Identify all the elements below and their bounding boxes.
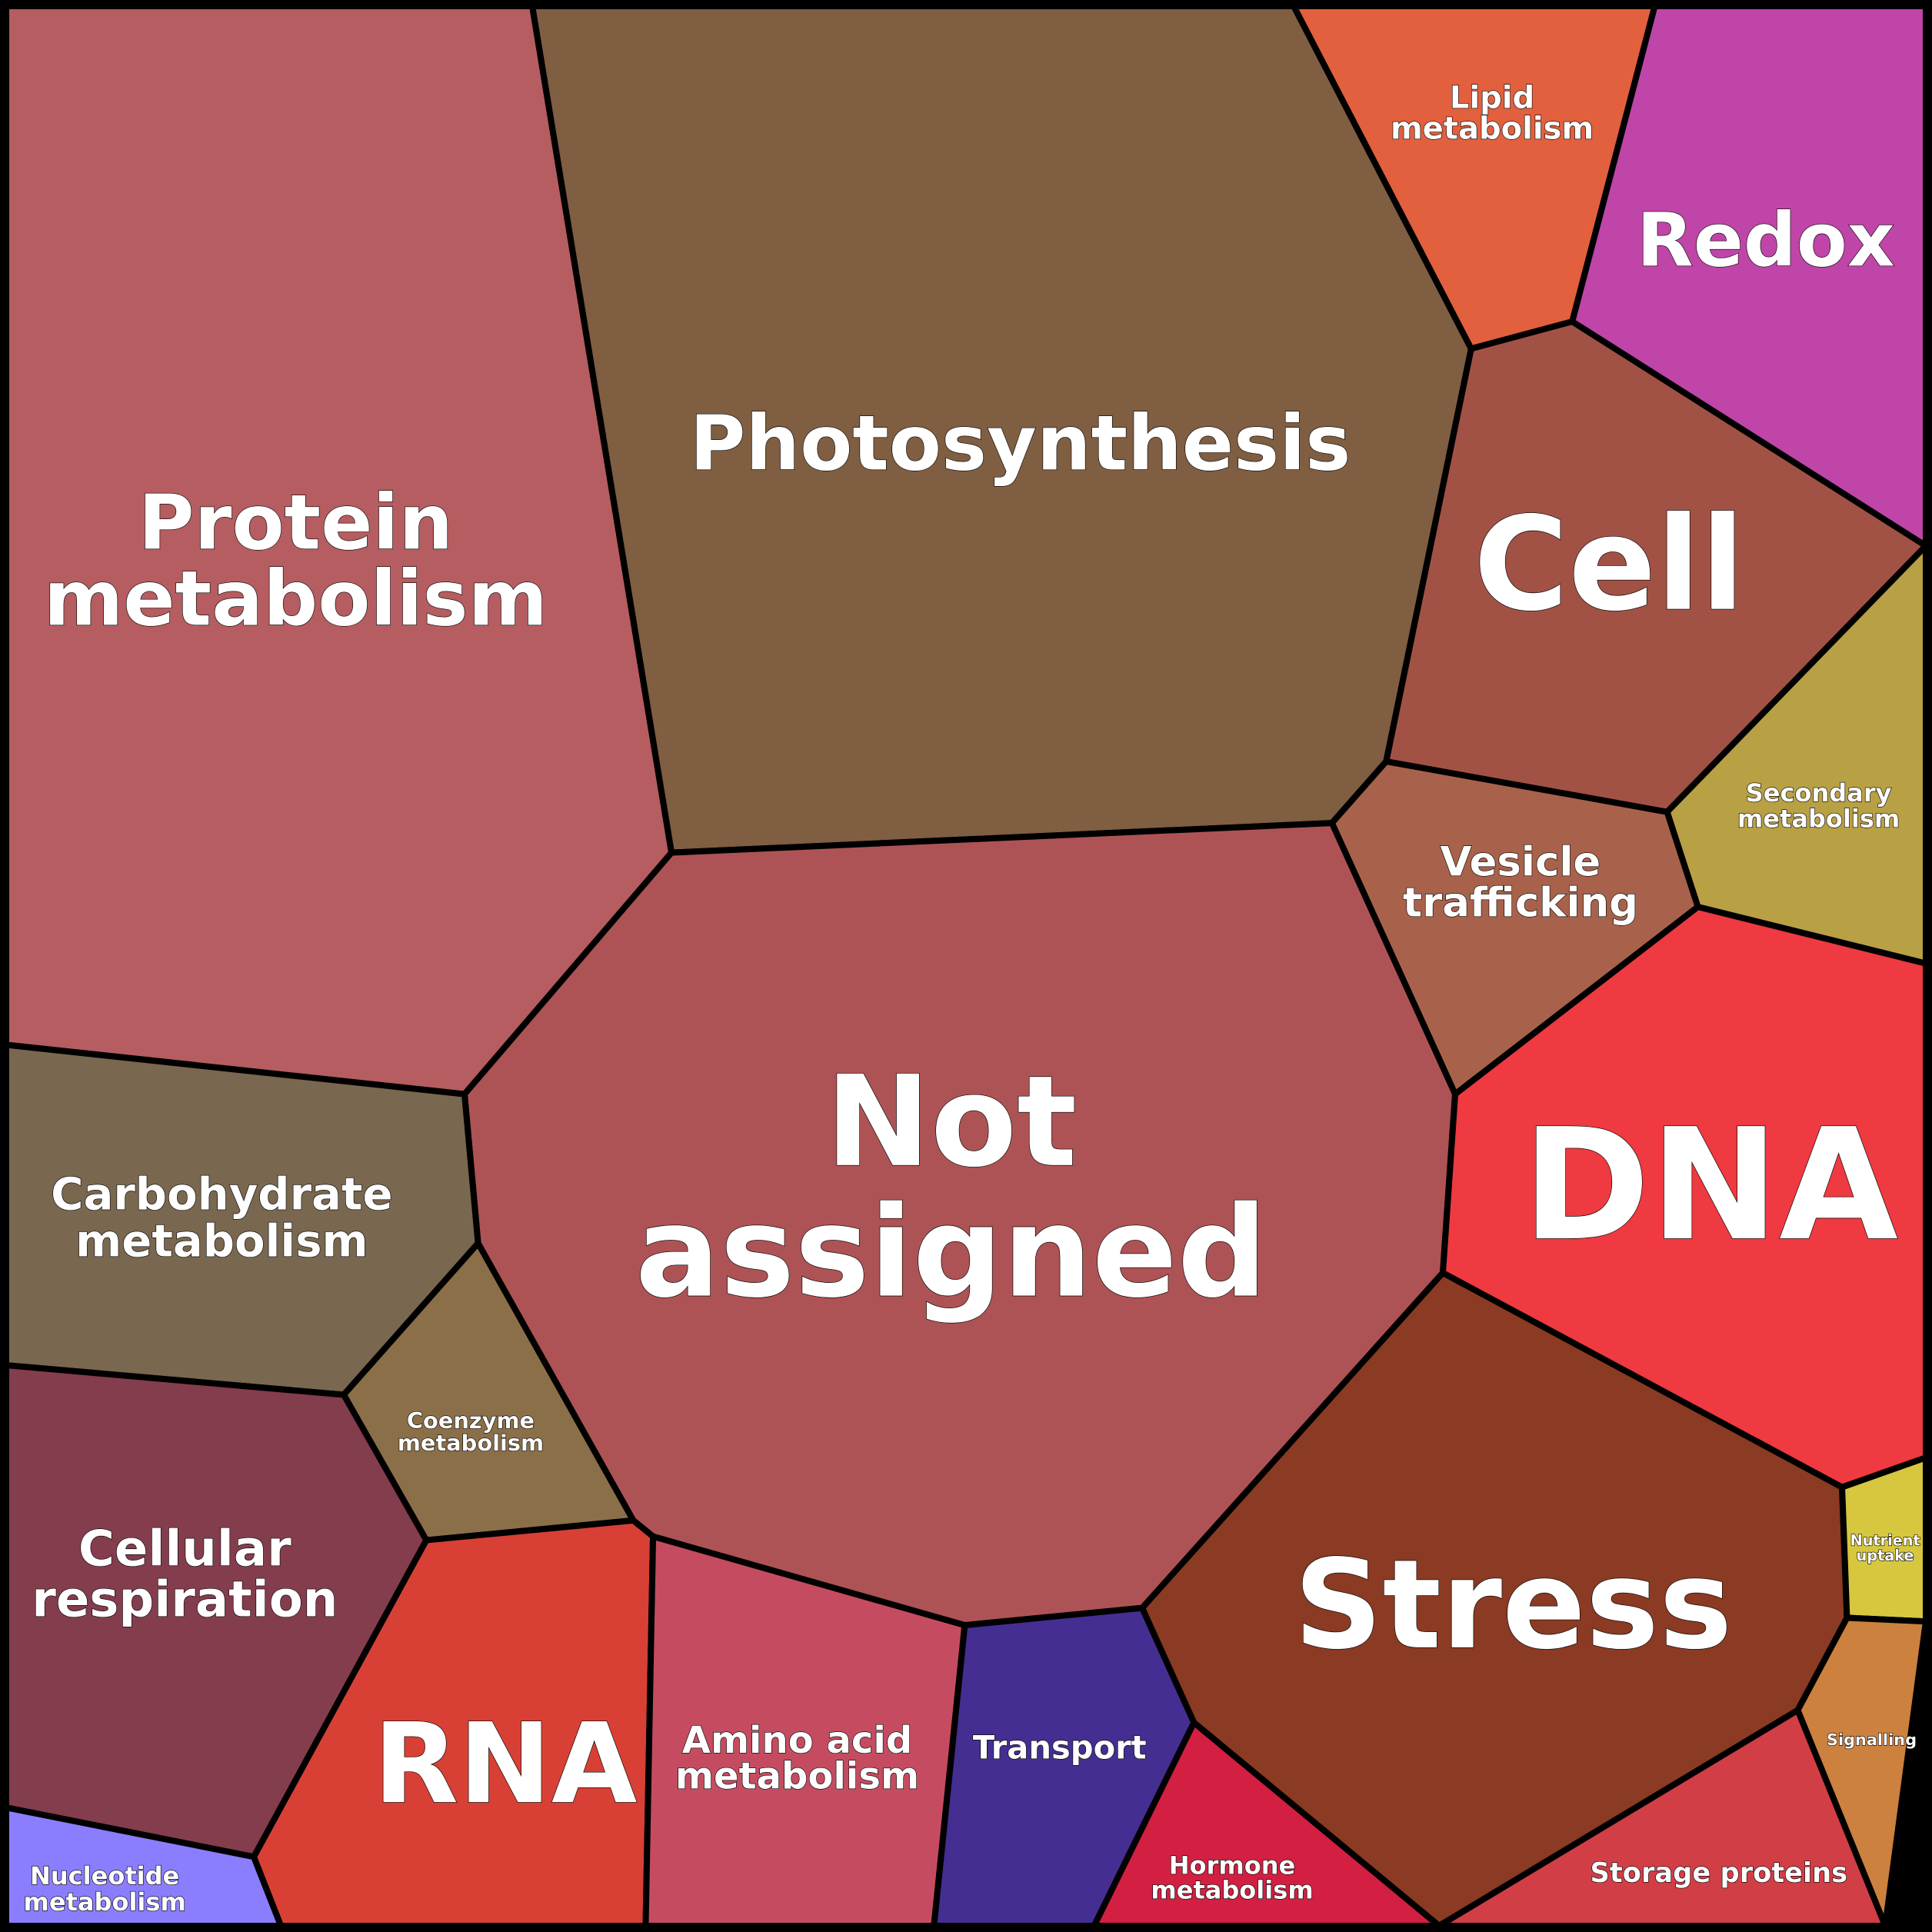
label-line: trafficking [1403,879,1638,926]
cell-label: Protein metabolism [44,478,548,643]
cell-label: Cellular respiration [32,1521,338,1629]
label-line: Vesicle [1441,838,1601,885]
label-line: metabolism [44,555,548,643]
cell-label: Storage proteins [1591,1857,1848,1889]
cell-label: Cell [1474,489,1745,640]
label-line: Transport [973,1728,1147,1766]
label-line: metabolism [1391,111,1594,146]
label-line: Carbohydrate [51,1168,392,1220]
label-line: Signalling [1827,1730,1917,1749]
label-line: Coenzyme [407,1407,535,1434]
label-line: metabolism [398,1430,544,1456]
cell-label: DNA [1522,1096,1898,1275]
cell-label: Signalling [1827,1730,1917,1749]
label-line: metabolism [75,1214,368,1267]
cell-label: Photosynthesis [690,399,1351,488]
cell-label: Coenzyme metabolism [398,1407,544,1456]
cells [3,3,1929,1929]
label-line: DNA [1522,1096,1898,1275]
cell-label: Nutrient uptake [1850,1531,1920,1564]
cell-label: Carbohydrate metabolism [51,1168,392,1267]
cell-label: Stress [1294,1532,1732,1676]
label-line: metabolism [1737,804,1900,834]
label-line: Nucleotide [30,1861,179,1890]
label-line: Stress [1294,1532,1732,1676]
cell-label: Vesicle trafficking [1403,838,1638,926]
cell-label: Hormone metabolism [1151,1850,1313,1904]
cell [1436,1707,1889,1929]
label-line: respiration [32,1571,338,1628]
label-line: metabolism [23,1887,185,1917]
label-line: Amino acid [682,1719,912,1762]
label-line: Secondary [1746,778,1892,808]
label-line: Hormone [1169,1850,1296,1880]
label-line: Cellular [78,1521,291,1578]
cell-label: Nucleotide metabolism [23,1861,185,1917]
label-line: RNA [373,1700,637,1829]
cell-label: Amino acid metabolism [675,1719,919,1797]
label-line: metabolism [1151,1876,1313,1905]
label-line: Redox [1637,197,1895,283]
label-line: Not [825,1048,1077,1194]
cell-label: Redox [1637,197,1895,283]
label-line: Lipid [1450,80,1534,115]
cell-label: Lipid metabolism [1391,80,1594,146]
label-line: Storage proteins [1591,1857,1848,1889]
cell-label: Not assigned [635,1048,1267,1325]
label-line: metabolism [675,1754,919,1797]
label-line: uptake [1857,1546,1914,1564]
cell-label: Secondary metabolism [1737,778,1900,834]
label-line: Photosynthesis [690,399,1351,488]
label-line: Cell [1474,489,1745,640]
cell-label: Transport [973,1728,1147,1766]
label-line: assigned [635,1178,1267,1325]
cell-label: RNA [373,1700,637,1829]
label-line: Protein [138,478,454,567]
label-line: Nutrient [1850,1531,1920,1549]
